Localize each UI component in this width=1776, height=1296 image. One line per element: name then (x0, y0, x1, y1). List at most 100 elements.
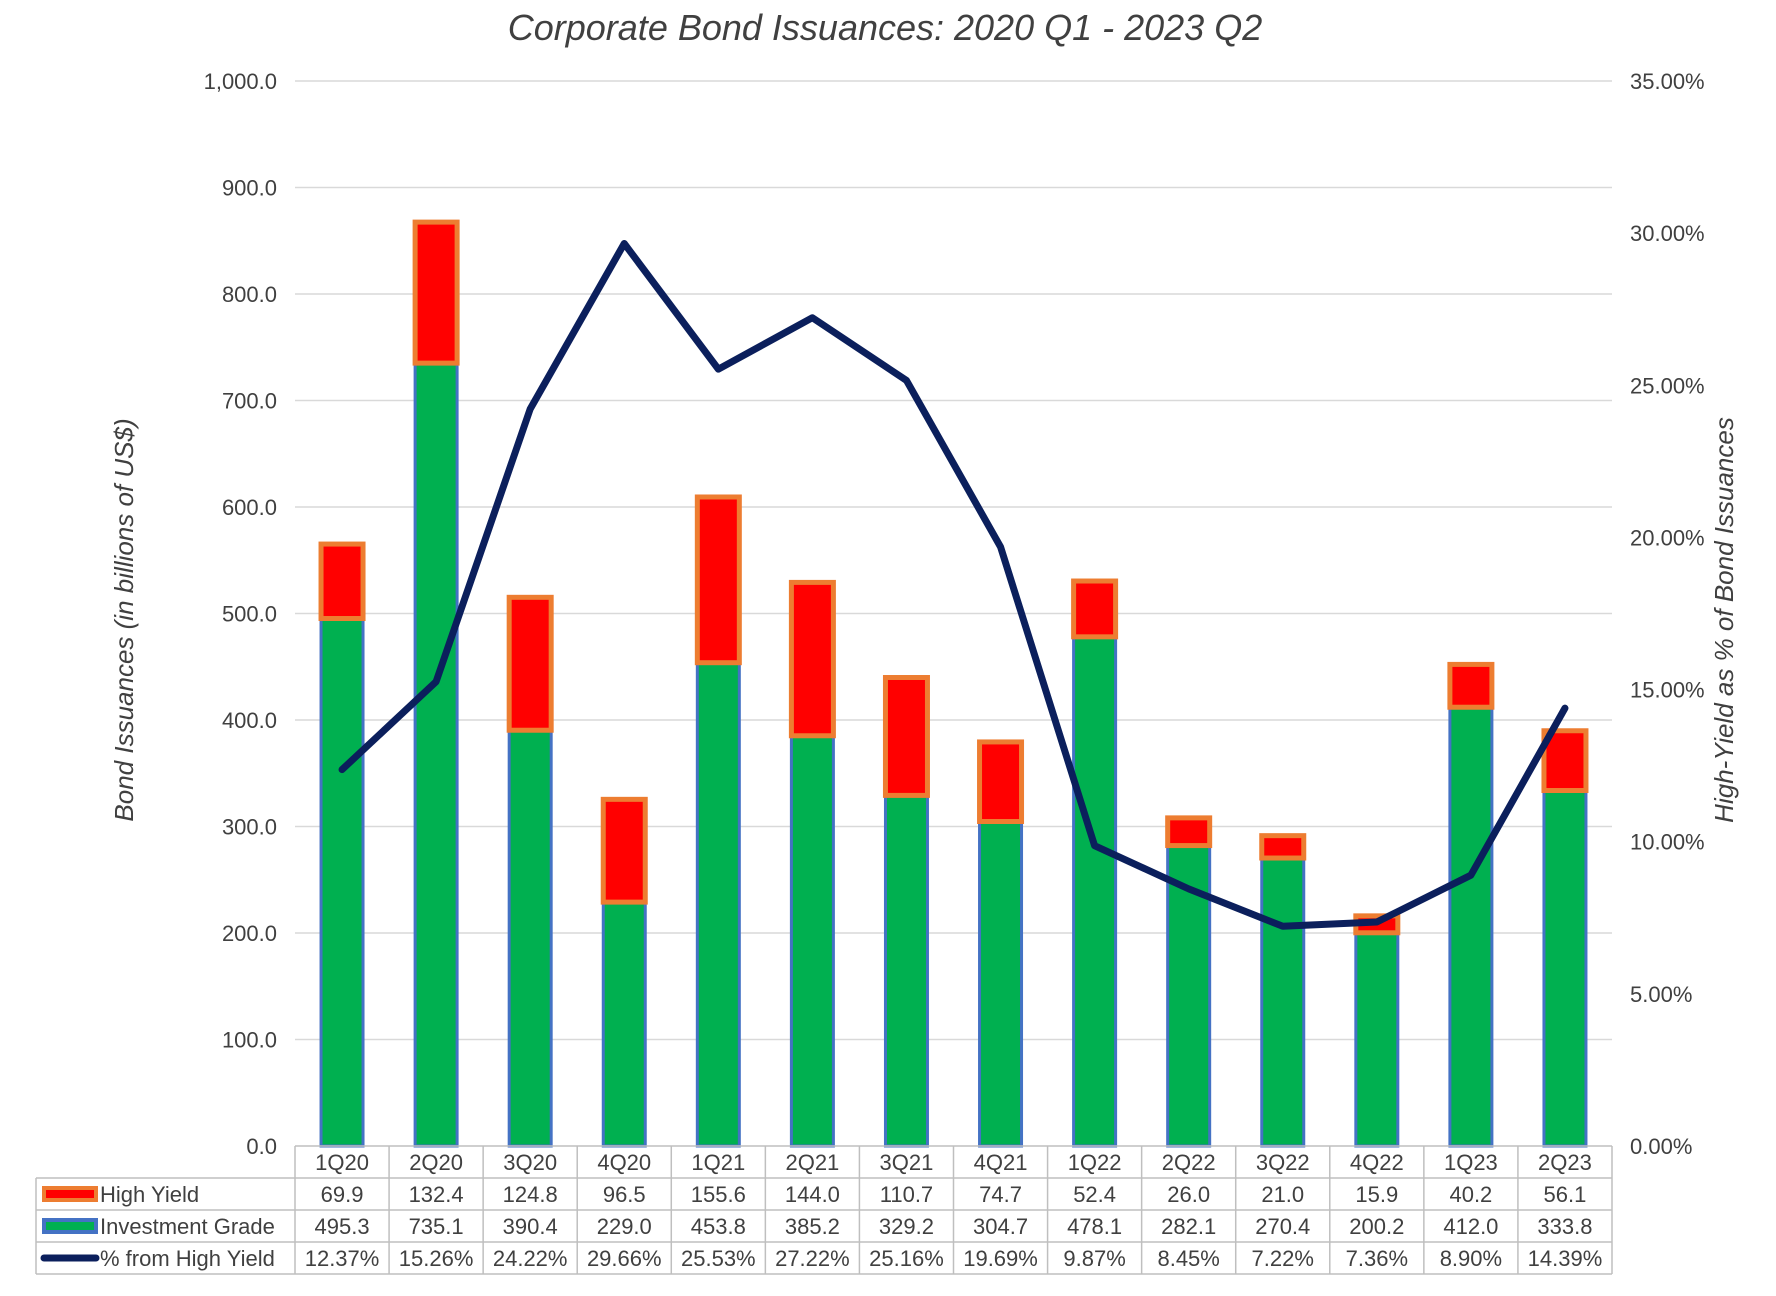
y2-axis-title: High-Yield as % of Bond Issuances (1709, 417, 1739, 823)
data-label: 7.36% (1346, 1246, 1408, 1271)
x-tick-label: 2Q20 (409, 1150, 463, 1175)
bar-investment-grade (978, 819, 1024, 1148)
y2-tick-label: 10.00% (1630, 830, 1705, 855)
data-label: 12.37% (305, 1246, 380, 1271)
legend-label: Investment Grade (100, 1214, 275, 1239)
data-label: 24.22% (493, 1246, 568, 1271)
data-label: 229.0 (597, 1214, 652, 1239)
data-label: 735.1 (409, 1214, 464, 1239)
y2-tick-label: 20.00% (1630, 525, 1705, 550)
y-tick-label: 500.0 (222, 602, 277, 627)
y-tick-label: 0.0 (246, 1134, 277, 1159)
data-label: 110.7 (880, 1182, 933, 1207)
bar-investment-grade (789, 734, 835, 1148)
data-label: 25.53% (681, 1246, 756, 1271)
y-tick-label: 200.0 (222, 921, 277, 946)
bar-high-yield (412, 219, 460, 366)
data-label: 282.1 (1161, 1214, 1216, 1239)
y-axis-ticks: 0.0 100.0 200.0 300.0 400.0 500.0 600.0 700.0 80… (204, 69, 277, 1159)
data-label: 15.9 (1355, 1182, 1398, 1207)
line-series (338, 239, 1569, 930)
bar-high-yield (788, 579, 836, 739)
data-label: 304.7 (973, 1214, 1028, 1239)
y2-tick-label: 30.00% (1630, 221, 1705, 246)
data-label: 390.4 (503, 1214, 558, 1239)
y2-tick-label: 15.00% (1630, 678, 1705, 703)
bar-high-yield (1165, 815, 1213, 849)
bar-investment-grade (413, 361, 459, 1148)
data-label: 69.9 (321, 1182, 364, 1207)
x-tick-label: 4Q21 (974, 1150, 1028, 1175)
y2-axis-ticks: 0.00% 5.00% 10.00% 15.00% 20.00% 25.00% 30.00%… (1630, 69, 1705, 1159)
y2-tick-label: 25.00% (1630, 373, 1705, 398)
data-label: 29.66% (587, 1246, 662, 1271)
bar-high-yield (1541, 728, 1589, 794)
data-label: 495.3 (315, 1214, 370, 1239)
y-tick-label: 900.0 (222, 176, 277, 201)
data-label: 14.39% (1528, 1246, 1603, 1271)
data-label: 56.1 (1544, 1182, 1587, 1207)
x-tick-label: 1Q20 (315, 1150, 369, 1175)
data-label: 329.2 (879, 1214, 934, 1239)
bar-investment-grade (319, 617, 365, 1148)
bar-high-yield (1259, 833, 1307, 861)
y-tick-label: 300.0 (222, 815, 277, 840)
bar-investment-grade (1260, 856, 1306, 1148)
data-label: 8.90% (1440, 1246, 1502, 1271)
bar-high-yield (694, 494, 742, 666)
line-pct-high-yield (338, 239, 1569, 930)
y2-tick-label: 0.00% (1630, 1134, 1692, 1159)
x-tick-label: 2Q22 (1162, 1150, 1216, 1175)
data-label: 385.2 (785, 1214, 840, 1239)
data-label: 200.2 (1349, 1214, 1404, 1239)
bar-series (318, 219, 1589, 1148)
bar-investment-grade (1448, 705, 1494, 1148)
bar-high-yield (882, 675, 930, 798)
y-tick-label: 100.0 (222, 1028, 277, 1053)
x-tick-label: 1Q21 (691, 1150, 745, 1175)
x-tick-label: 1Q22 (1068, 1150, 1122, 1175)
bar-high-yield (1447, 661, 1495, 710)
legend-key (42, 1218, 98, 1234)
data-label: 333.8 (1537, 1214, 1592, 1239)
bar-high-yield (506, 594, 554, 733)
data-label: 19.69% (963, 1246, 1038, 1271)
data-label: 40.2 (1449, 1182, 1492, 1207)
data-table: 1Q20 2Q20 3Q20 4Q20 1Q21 2Q21 3Q21 4Q21 1Q22 2Q22… (35, 1145, 1613, 1275)
bar-investment-grade (695, 661, 741, 1148)
y-tick-label: 600.0 (222, 495, 277, 520)
data-label: 21.0 (1261, 1182, 1304, 1207)
data-label: 155.6 (691, 1182, 746, 1207)
y2-tick-label: 35.00% (1630, 69, 1705, 94)
x-tick-label: 3Q22 (1256, 1150, 1310, 1175)
legend-key (42, 1186, 98, 1202)
bar-investment-grade (1166, 844, 1212, 1148)
data-label: 96.5 (603, 1182, 646, 1207)
data-label: 132.4 (409, 1182, 464, 1207)
data-label: 9.87% (1063, 1246, 1125, 1271)
x-tick-label: 4Q22 (1350, 1150, 1404, 1175)
x-tick-label: 3Q20 (503, 1150, 557, 1175)
data-label: 453.8 (691, 1214, 746, 1239)
bar-investment-grade (601, 900, 647, 1148)
bar-high-yield (1071, 578, 1119, 640)
bar-high-yield (977, 739, 1025, 824)
legend-label: High Yield (100, 1182, 199, 1207)
data-label: 144.0 (785, 1182, 840, 1207)
y-tick-label: 400.0 (222, 708, 277, 733)
bar-investment-grade (1542, 789, 1588, 1148)
bar-investment-grade (1354, 931, 1400, 1148)
data-label: 52.4 (1073, 1182, 1116, 1207)
data-label: 270.4 (1255, 1214, 1310, 1239)
bar-investment-grade (1072, 635, 1118, 1148)
x-tick-label: 2Q21 (785, 1150, 839, 1175)
data-label: 478.1 (1067, 1214, 1122, 1239)
y-tick-label: 800.0 (222, 282, 277, 307)
data-label: 8.45% (1157, 1246, 1219, 1271)
data-label: 7.22% (1252, 1246, 1314, 1271)
bar-high-yield (318, 541, 366, 622)
bar-investment-grade (883, 793, 929, 1148)
y2-tick-label: 5.00% (1630, 982, 1692, 1007)
data-label: 15.26% (399, 1246, 474, 1271)
